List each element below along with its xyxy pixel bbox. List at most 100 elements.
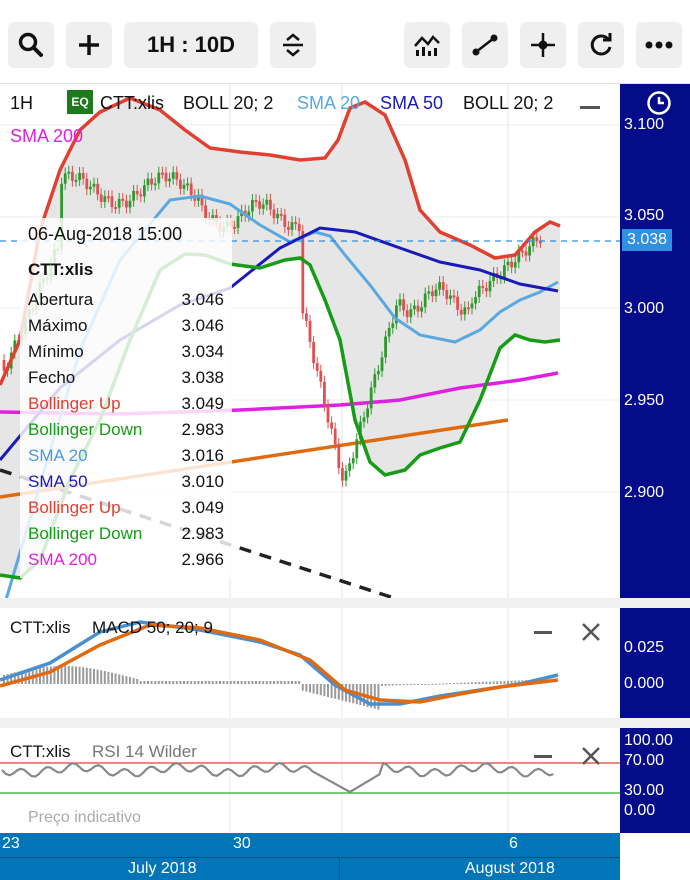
candle [452,295,456,298]
macd-histogram-bar [265,681,268,684]
crosshair-button[interactable] [520,22,566,68]
candle [139,194,143,197]
macd-histogram-bar [93,668,95,684]
macd-histogram-bar [294,681,297,684]
candle [337,444,341,469]
tooltip-row-label: Mínimo [28,342,84,361]
panel-divider[interactable] [0,598,690,608]
candle [107,196,110,199]
search-button[interactable] [8,22,54,68]
legend-boll-1[interactable]: BOLL 20; 2 [183,93,274,113]
candle [481,285,485,288]
macd-histogram-bar [517,680,520,684]
close-macd-icon[interactable] [580,621,602,643]
macd-histogram-bar [161,681,164,684]
macd-histogram-bar [402,684,405,686]
tooltip-row: Máximo 3.046 [28,316,224,336]
macd-histogram-bar [427,684,430,685]
day-label: 23 [2,835,20,852]
candle [503,265,506,278]
indicators-button[interactable] [404,22,450,68]
candle [251,199,254,212]
macd-histogram-bar [413,684,416,685]
macd-symbol: CTT:xlis [10,618,71,637]
macd-histogram-bar [255,681,257,684]
macd-histogram-bar [496,681,499,684]
price-tick: 3.050 [624,207,665,224]
tooltip-row: Fecho 3.038 [28,368,224,388]
rsi-symbol: CTT:xlis [10,742,71,761]
rsi-plot[interactable] [0,728,620,833]
candle [355,439,359,459]
candle [117,198,121,208]
panel-divider[interactable] [0,718,690,728]
minimize-macd-icon[interactable] [534,631,552,634]
macd-tick: 0.025 [624,639,665,656]
candle [474,297,477,304]
tooltip-row-label: SMA 50 [28,472,88,491]
candle [326,405,330,423]
price-axis[interactable]: 3.100 3.050 3.000 2.950 2.900 [620,84,690,598]
macd-histogram-bar [157,681,160,684]
macd-histogram-bar [100,670,103,684]
legend-sma50[interactable]: SMA 50 [380,93,444,113]
tooltip-row: SMA 20 3.016 [28,446,224,466]
rsi-indicator-label[interactable]: RSI 14 Wilder [92,742,197,761]
rsi-tick: 70.00 [624,752,665,769]
legend-sma20[interactable]: SMA 20 [297,93,361,113]
candle [315,363,319,371]
macd-panel[interactable] [0,608,620,718]
draw-line-button[interactable] [462,22,508,68]
macd-histogram-bar [438,683,441,685]
macd-histogram-bar [24,670,27,684]
tooltip-row: Bollinger Down 2.983 [28,420,224,440]
candle [254,199,258,202]
candle [290,222,294,230]
indicators-icon [414,35,440,56]
macd-histogram-bar [312,684,315,694]
macd-histogram-bar [71,666,74,684]
rsi-tick: 0.00 [624,802,656,819]
candle [89,186,92,190]
tooltip-symbol: CTT:xlis [28,260,94,279]
minimize-price-panel-icon[interactable] [580,106,600,109]
macd-indicator-label[interactable]: MACD 50; 20; 9 [92,618,213,637]
candle [301,231,305,314]
candle [279,213,283,216]
price-tick: 3.000 [624,300,665,317]
tooltip-row-value: 3.016 [181,446,224,465]
macd-histogram-bar [168,681,171,684]
candle [276,213,279,219]
macd-histogram-bar [460,682,463,684]
candle [434,289,438,297]
day-label: 30 [233,835,251,852]
legend-sma200[interactable]: SMA 200 [10,126,84,146]
refresh-button[interactable] [578,22,624,68]
macd-plot[interactable] [0,608,620,718]
close-rsi-icon[interactable] [580,745,602,767]
macd-histogram-bar [258,681,261,684]
rsi-axis[interactable]: 100.00 70.00 30.00 0.00 [620,728,690,833]
macd-histogram-bar [291,681,293,684]
macd-histogram-bar [388,684,391,686]
range-button[interactable]: 1H : 10D [124,22,258,68]
macd-axis[interactable]: 0.025 0.000 [620,608,690,718]
current-price-badge: 3.038 [622,229,672,251]
candle [531,237,535,247]
candle [71,171,74,181]
add-button[interactable] [66,22,112,68]
candle [459,309,463,315]
search-icon [18,32,43,57]
legend-boll-2[interactable]: BOLL 20; 2 [463,93,554,113]
macd-histogram-bar [21,670,23,684]
more-button[interactable] [636,22,682,68]
candle [506,261,510,266]
compare-button[interactable] [270,22,316,68]
macd-histogram-bar [499,681,502,684]
candle [157,172,161,184]
time-axis[interactable]: 23 30 6 July 2018 August 2018 [0,833,620,880]
clock-icon[interactable] [646,90,672,116]
minimize-rsi-icon[interactable] [534,755,552,758]
rsi-panel[interactable] [0,728,620,833]
tooltip-row-value: 3.046 [181,290,224,309]
